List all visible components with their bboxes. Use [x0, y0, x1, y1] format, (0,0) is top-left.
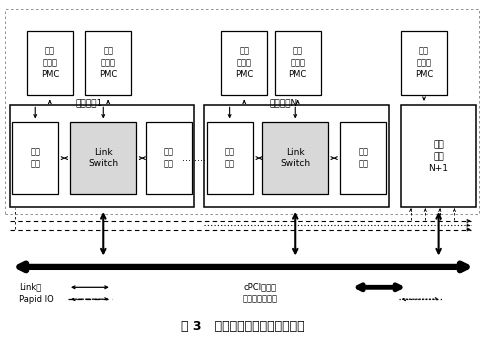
Bar — [221, 31, 267, 95]
Text: 处理
节点: 处理 节点 — [358, 148, 368, 169]
Text: 图 3   某并行弹载计算机结构框图: 图 3 某并行弹载计算机结构框图 — [181, 320, 305, 333]
Text: Link：: Link： — [19, 283, 42, 292]
Bar — [12, 122, 58, 194]
Text: 处理
模块
N+1: 处理 模块 N+1 — [429, 140, 449, 173]
Bar — [5, 8, 479, 214]
Text: 光纤
接口板
PMC: 光纤 接口板 PMC — [235, 47, 253, 79]
Bar — [27, 31, 73, 95]
Text: ........: ........ — [182, 153, 207, 163]
Text: 处理
节点: 处理 节点 — [225, 148, 235, 169]
Bar — [204, 105, 389, 207]
Bar — [85, 31, 131, 95]
Bar — [70, 122, 136, 194]
Text: 同步
定时板
PMC: 同步 定时板 PMC — [415, 47, 433, 79]
Bar — [401, 105, 476, 207]
Text: cPCI总线：: cPCI总线： — [243, 283, 276, 292]
Bar — [340, 122, 386, 194]
Bar — [275, 31, 321, 95]
Text: 光纤
接口板
PMC: 光纤 接口板 PMC — [99, 47, 117, 79]
Text: Link
Switch: Link Switch — [88, 148, 118, 169]
Bar — [10, 105, 194, 207]
Bar — [401, 31, 447, 95]
Text: 定时同步总线：: 定时同步总线： — [243, 295, 278, 304]
Bar — [146, 122, 192, 194]
Text: 处理
节点: 处理 节点 — [164, 148, 174, 169]
Text: Papid IO: Papid IO — [19, 295, 54, 304]
Text: 处理模块N: 处理模块N — [270, 98, 298, 107]
Text: 光纤
接口板
PMC: 光纤 接口板 PMC — [41, 47, 59, 79]
Text: 处理
节点: 处理 节点 — [30, 148, 40, 169]
Text: 光纤
接口板
PMC: 光纤 接口板 PMC — [289, 47, 307, 79]
Text: 处理模块1: 处理模块1 — [75, 98, 103, 107]
Text: Link
Switch: Link Switch — [280, 148, 310, 169]
Bar — [207, 122, 253, 194]
Bar — [262, 122, 328, 194]
